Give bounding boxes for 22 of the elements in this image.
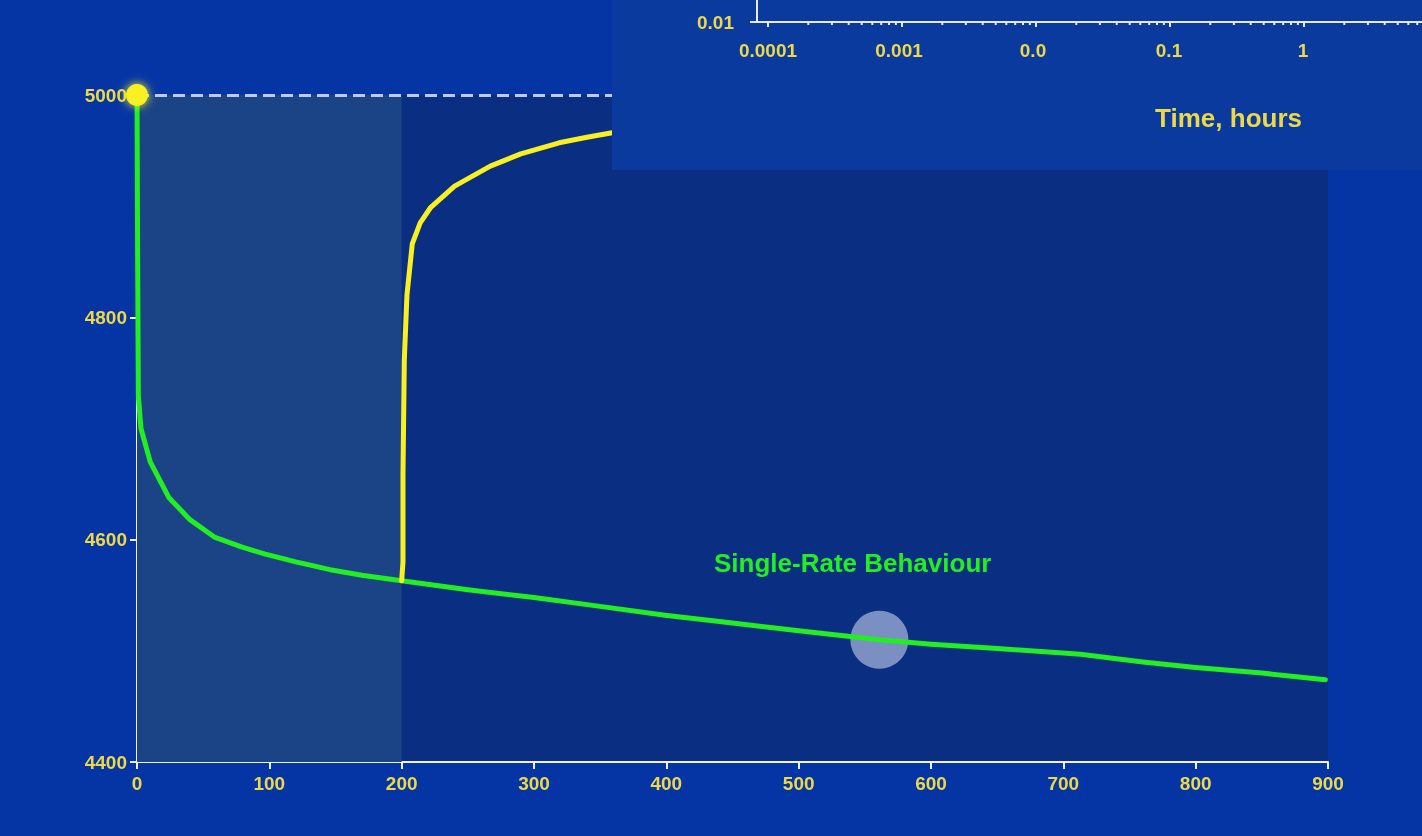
- x-tick-label: 300: [518, 773, 550, 794]
- annotation: Single-Rate Behaviour: [714, 548, 992, 578]
- x-tick-label: 100: [253, 773, 286, 794]
- annotation: Time, hours: [1155, 103, 1302, 134]
- x-tick-label: 800: [1179, 773, 1212, 794]
- y-tick-label: 4400: [84, 751, 127, 773]
- text: 1: [1297, 40, 1309, 62]
- x-tick-label: 200: [385, 773, 418, 794]
- x-tick-label: 0: [131, 773, 143, 794]
- text: 0.001: [875, 40, 923, 62]
- y-tick-label: 5000: [84, 84, 127, 106]
- x-tick-label: 400: [650, 773, 683, 794]
- x-tick-label: 900: [1312, 773, 1344, 794]
- y-tick-label: 4800: [84, 306, 127, 328]
- text: 0.0001: [738, 40, 798, 62]
- text: 0.0: [1019, 40, 1047, 62]
- x-tick-label: 700: [1047, 773, 1080, 794]
- x-tick-label: 500: [782, 773, 815, 794]
- y-tick-label: 4600: [84, 529, 127, 551]
- text: 0.01: [697, 12, 734, 34]
- x-tick-label: 600: [915, 773, 947, 794]
- text: 0.1: [1155, 40, 1183, 62]
